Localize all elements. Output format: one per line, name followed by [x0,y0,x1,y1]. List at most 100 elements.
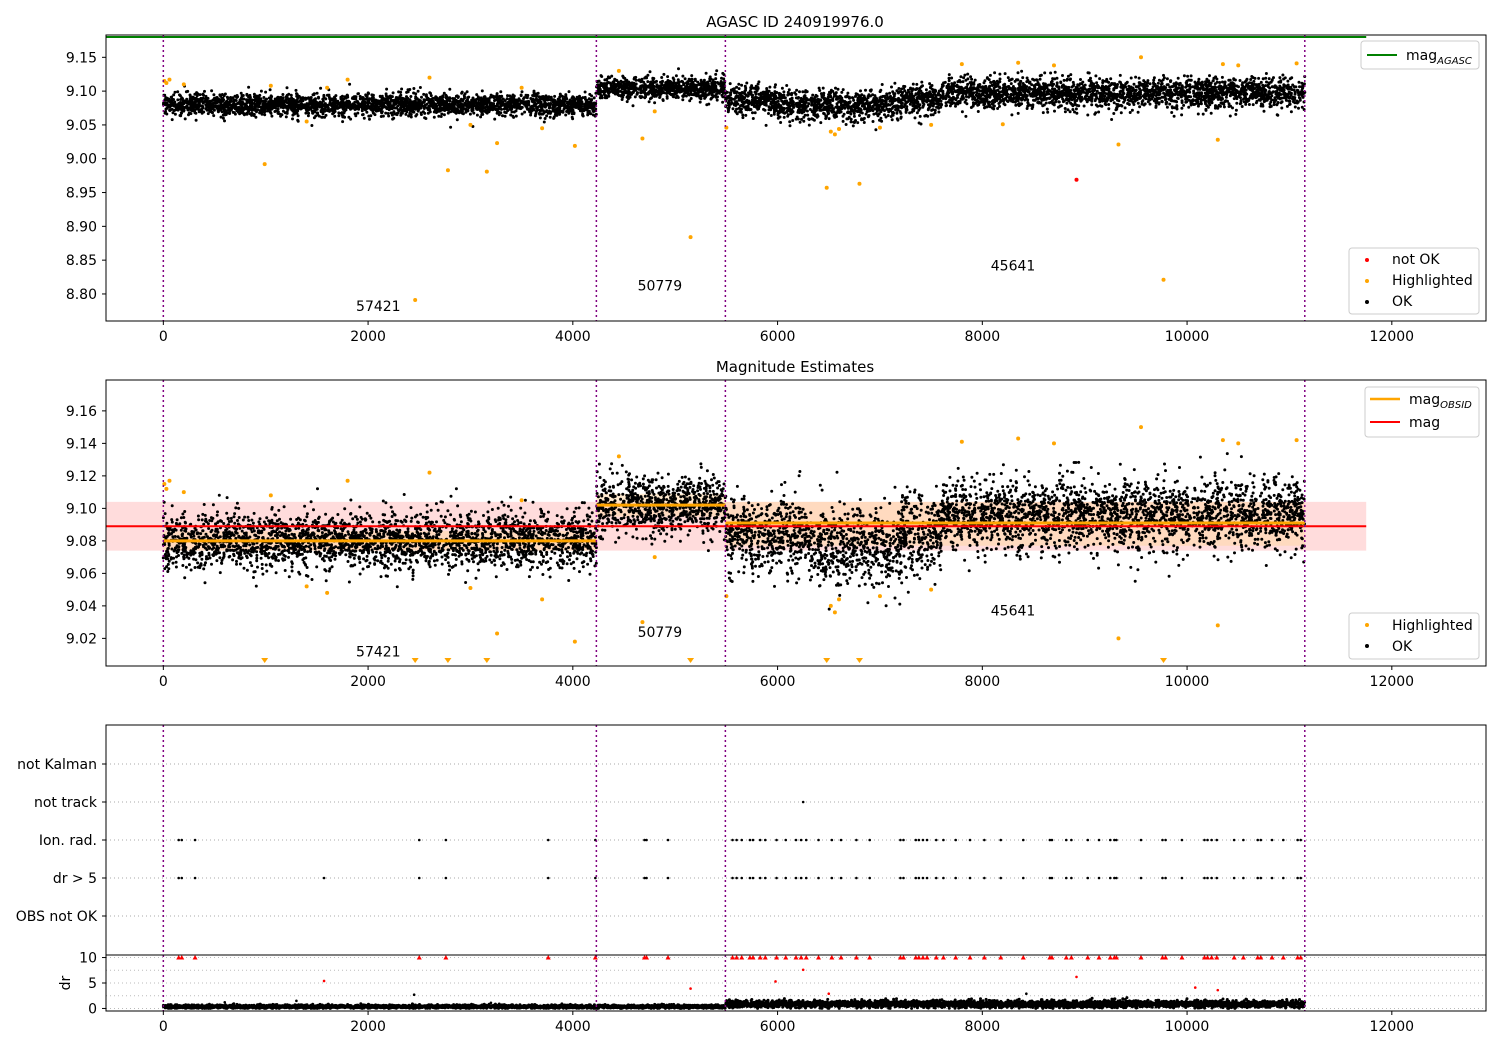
dr-capped-marker [838,955,844,960]
dr-capped-marker [192,955,198,960]
dr-capped-marker [545,955,551,960]
flag-point [444,876,448,880]
flag-point [1097,838,1101,842]
top-x-axis: 0 2000 4000 6000 8000 10000 12000 [159,321,1414,345]
flag-point [868,876,872,880]
flag-point [839,838,843,842]
highlighted-point [929,587,934,592]
flag-point [740,876,744,880]
x-tick-label: 8000 [965,329,1001,345]
flag-point [1164,876,1167,880]
flag-point [1050,876,1054,880]
x-tick-label: 6000 [760,329,796,345]
highlighted-point [445,168,450,173]
dr-capped-marker [1085,955,1091,960]
legend-mag-agasc-label: magAGASC [1406,48,1472,67]
y-tick-label: 9.16 [66,404,97,420]
dr-obsid-dividers [162,955,1306,1011]
flag-point [1064,876,1068,880]
flag-point [968,876,972,880]
flag-point [934,838,938,842]
highlighted-point [519,498,524,503]
flag-point [417,876,421,880]
flag-point [1281,838,1285,842]
highlighted-point [167,77,172,82]
flag-point [899,838,902,842]
dr-capped-marker [933,955,939,960]
flag-point [1161,876,1164,880]
flag-point [1299,876,1303,880]
flag-point [1242,838,1245,842]
dr-capped-marker [750,955,756,960]
highlighted-point [519,85,524,90]
highlighted-point [616,68,621,73]
highlighted-point [540,126,545,131]
flag-point [1021,838,1025,842]
flag-point [830,838,834,842]
x-tick-label: 12000 [1370,674,1415,690]
highlighted-point [652,555,657,560]
highlighted-point [1236,441,1241,446]
flag-point [1232,876,1236,880]
flag-point [751,838,755,842]
dr-plot-area [161,955,1307,1010]
dr-capped-marker [953,955,959,960]
flag-point [1115,876,1118,880]
y-tick-label: 9.05 [66,118,97,134]
flag-point [804,876,808,880]
flag-point [645,876,648,880]
dr-capped-marker [1209,955,1215,960]
highlighted-point [572,143,577,148]
flag-point [817,838,820,842]
y-tick-label: 9.00 [66,152,97,168]
flag-point [817,876,820,880]
highlighted-point [1016,60,1021,65]
legend-highlighted-label: Highlighted [1392,618,1473,634]
dr-outlier-point [1247,1000,1250,1003]
highlighted-point [616,454,621,459]
flag-point [1180,838,1184,842]
dr-capped-marker [416,955,422,960]
x-tick-label: 4000 [555,674,591,690]
highlighted-point [345,478,350,483]
x-tick-label: 6000 [760,1019,796,1035]
flag-point [748,838,752,842]
y-tick-label: 9.06 [66,566,97,582]
dr-capped-marker [1020,955,1026,960]
flag-point [193,876,197,880]
panel-dr: 0 2000 4000 6000 8000 10000 12000 0 5 10 dr [58,951,1487,1035]
flag-point [1256,838,1260,842]
flag-point [1256,876,1260,880]
dr-red-point [1075,975,1078,979]
flag-point [735,838,738,842]
obsid-label: 50779 [638,279,683,295]
highlighted-point [304,119,309,124]
flag-point [999,876,1003,880]
top-line-legend: magAGASC [1360,40,1480,70]
highlighted-point [345,77,350,82]
flag-point [799,838,803,842]
flag-point [917,838,921,842]
x-tick-label: 6000 [760,674,796,690]
flag-point [1115,838,1118,842]
highlighted-point [468,122,473,127]
middle-axes-frame [105,379,1487,667]
flag-point [914,876,918,880]
highlighted-point [1139,425,1143,430]
dr-capped-marker [1231,955,1237,960]
panel-mag-history: AGASC ID 240919976.0 57421 50779 45641 0 20… [66,13,1487,345]
flag-point [643,838,646,842]
flag-point [921,838,925,842]
flag-point [1161,838,1164,842]
dr-capped-marker [803,955,809,960]
dr-red-point [322,979,326,983]
dr-capped-marker [1138,955,1144,960]
dr-capped-marker [1258,955,1264,960]
dr-y-axis: 0 5 10 [79,951,106,1017]
x-tick-label: 12000 [1370,329,1415,345]
dr-capped-marker [1163,955,1169,960]
flag-point [193,838,197,842]
highlighted-point [836,126,841,131]
dr-capped-marker [644,955,650,960]
